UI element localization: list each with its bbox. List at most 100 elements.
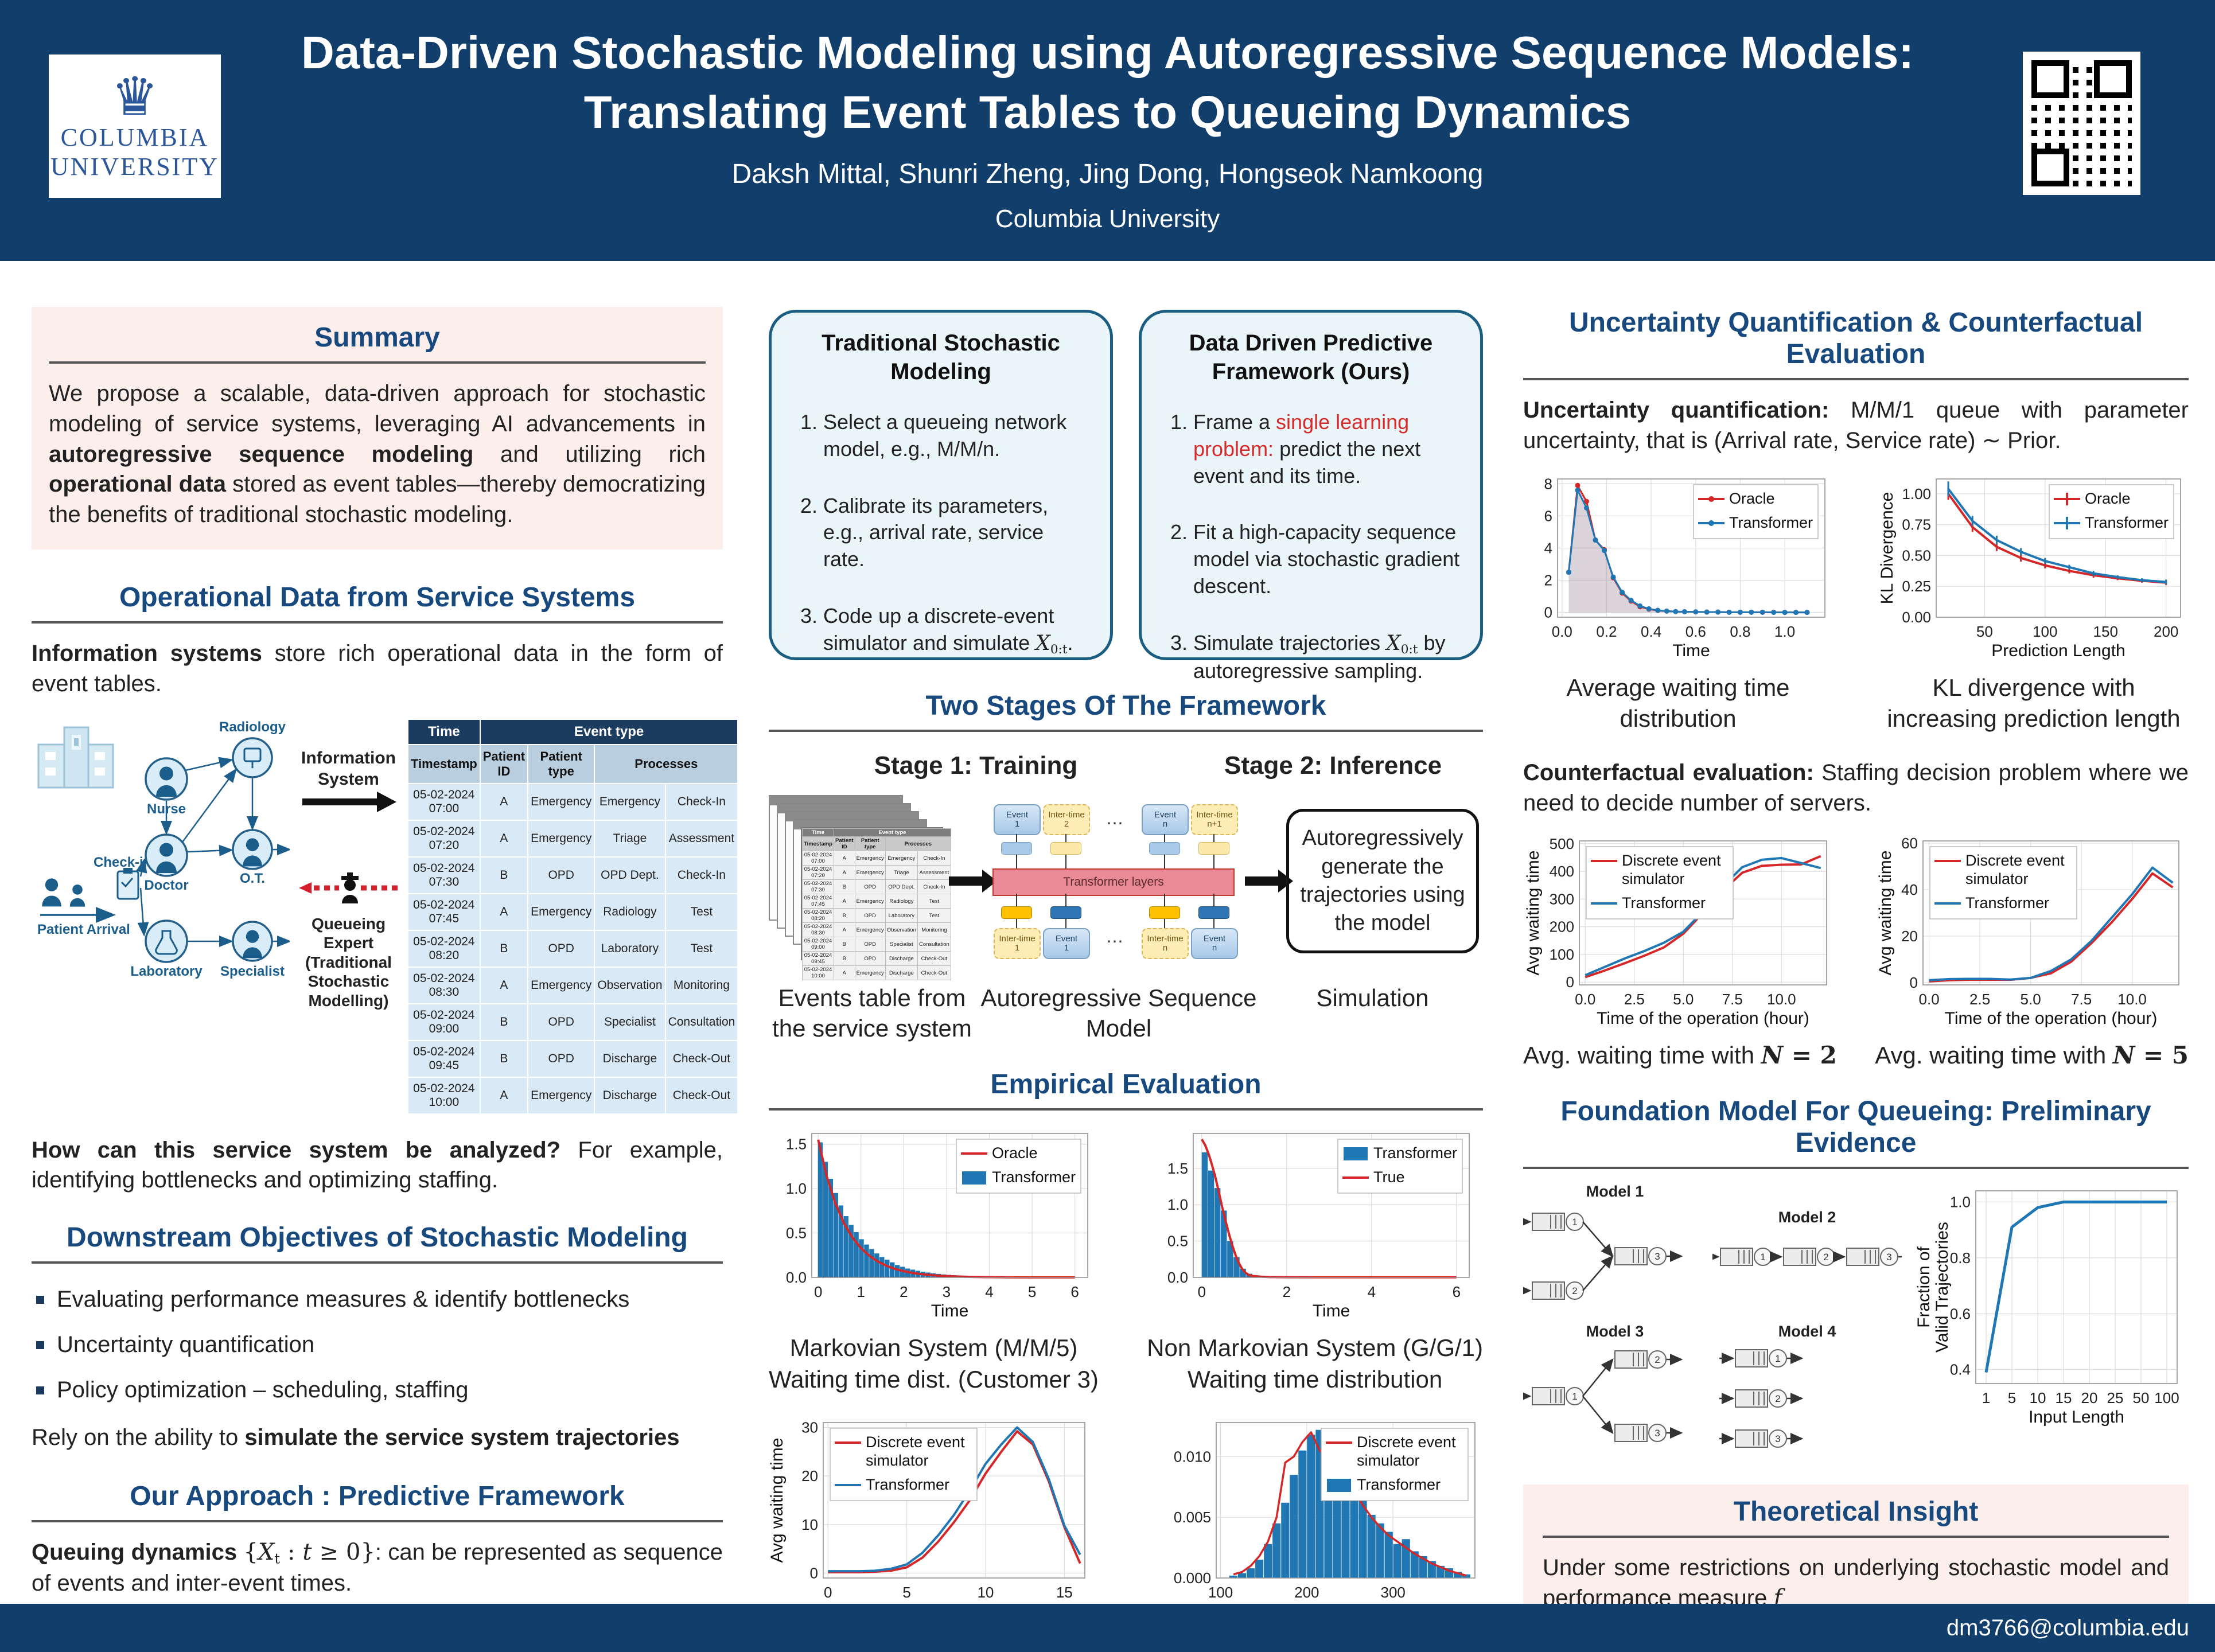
divider — [32, 621, 723, 624]
svg-text:1: 1 — [1775, 1353, 1780, 1364]
events-table-mini: Time Event type Timestamp Patient ID Patient… — [801, 827, 951, 980]
cf-text: Counterfactual evaluation: Staffing deci… — [1523, 759, 2189, 816]
queue-model-diagram: 1 2 3 — [1516, 1350, 1683, 1442]
list-item: Select a queueing network model, e.g., M… — [823, 409, 1091, 463]
svg-text:20: 20 — [801, 1467, 818, 1485]
svg-text:2.5: 2.5 — [1969, 991, 1990, 1008]
chart-uq-awt: 0 2 4 6 8 0.0 0.2 0.4 0.6 0.8 1.0 Time Oracle Transfo… — [1544, 475, 1825, 660]
event-table-grid: Time Event type Timestamp Patient ID Patient… — [407, 718, 739, 1115]
svg-text:10: 10 — [2030, 1389, 2046, 1406]
svg-text:0: 0 — [824, 1584, 832, 1601]
divider — [32, 1261, 723, 1264]
transformer-layers-bar: Transformer layers — [992, 868, 1235, 896]
model-block: Model 4 1 2 3 — [1712, 1323, 1902, 1465]
svg-text:6: 6 — [1544, 507, 1552, 524]
logo-text-1: COLUMBIA — [60, 123, 209, 152]
svg-text:50: 50 — [2133, 1389, 2150, 1406]
svg-text:0.75: 0.75 — [1902, 516, 1931, 533]
svg-text:Discrete event: Discrete event — [1622, 852, 1721, 869]
token-inter: Inter-time n+1 — [1191, 804, 1238, 835]
logo-text-2: UNIVERSITY — [50, 153, 219, 181]
line-series — [1929, 866, 2174, 982]
ot-node — [232, 828, 273, 870]
svg-text:20: 20 — [2081, 1389, 2098, 1406]
svg-text:1.0: 1.0 — [1774, 623, 1795, 640]
list-item: Frame a single learning problem: predict… — [1193, 409, 1461, 489]
table-row: 05-02-2024 08:30 A Emergency Observation Mon… — [407, 966, 739, 1004]
bars-series — [818, 1142, 972, 1277]
svg-text:2: 2 — [1544, 571, 1552, 589]
graduate-icon — [341, 872, 359, 903]
poster-title-line1: Data-Driven Stochastic Modeling using Au… — [301, 27, 1914, 78]
svg-text:0.5: 0.5 — [786, 1225, 807, 1242]
contact-email: dm3766@columbia.edu — [1946, 1615, 2189, 1641]
svg-text:0: 0 — [810, 1565, 818, 1582]
svg-text:0.005: 0.005 — [1174, 1509, 1211, 1526]
box2-list: Frame a single learning problem: predict… — [1161, 409, 1461, 685]
queueing-models: Model 1 1 2 3 Model 2 1 2 3 Model 3 1 2 3 Mode… — [1516, 1183, 1915, 1465]
hospital-flow-diagram: Patient Arrival Check-in Nurse — [37, 719, 290, 979]
svg-text:Input Length: Input Length — [2029, 1408, 2124, 1427]
model-block: Model 1 1 2 3 — [1516, 1183, 1707, 1319]
table-row: 05-02-2024 07:00 A Emergency Emergency Check… — [802, 851, 951, 866]
svg-text:200: 200 — [1550, 918, 1574, 936]
qr-code — [2023, 52, 2140, 195]
data-driven-box: Data Driven Predictive Framework (Ours) … — [1139, 310, 1483, 683]
svg-text:0.6: 0.6 — [1950, 1305, 1971, 1322]
divider — [1543, 1535, 2169, 1538]
theory-intro: Under some restrictions on underlying st… — [1543, 1554, 2169, 1611]
svg-text:Avg waiting time: Avg waiting time — [1525, 851, 1543, 976]
radiology-node — [232, 737, 273, 778]
svg-text:200: 200 — [2154, 623, 2178, 640]
table-row: 05-02-2024 07:30 B OPD OPD Dept. Check-In — [802, 879, 951, 894]
event-table-grid: Time Event type Timestamp Patient ID Patient… — [802, 828, 951, 980]
svg-text:0: 0 — [1909, 974, 1917, 991]
two-stages-title: Two Stages Of The Framework — [925, 691, 1326, 721]
caption-cf-n5: Avg. waiting time with N = 5 — [1875, 1041, 2189, 1070]
empirical-title: Empirical Evaluation — [990, 1069, 1262, 1100]
qr-pattern — [2031, 60, 2132, 186]
svg-text:8: 8 — [1544, 475, 1552, 492]
svg-text:20: 20 — [1901, 928, 1918, 945]
embedding-event — [1050, 906, 1081, 919]
foundation-figure: Model 1 1 2 3 Model 2 1 2 3 Model 3 1 2 3 Mode… — [1516, 1183, 2189, 1465]
embedding-inter — [1050, 842, 1081, 855]
bullet-item: Uncertainty quantification — [32, 1332, 723, 1358]
embedding-event — [1001, 842, 1032, 855]
token-event: Event n — [1142, 804, 1189, 835]
svg-text:6: 6 — [1452, 1283, 1460, 1300]
chart-nonstat: 0102030051015Time of the operation (hour… — [769, 1419, 1085, 1621]
svg-text:Time of the operation (hour): Time of the operation (hour) — [1597, 1009, 1810, 1028]
divider — [769, 730, 1483, 732]
legend: Oracle Transformer — [956, 1139, 1081, 1194]
svg-text:True: True — [1373, 1168, 1405, 1186]
svg-text:4: 4 — [1367, 1283, 1375, 1300]
svg-text:Discrete event: Discrete event — [1357, 1433, 1456, 1451]
operational-title: Operational Data from Service Systems — [119, 582, 636, 613]
svg-text:100: 100 — [1208, 1584, 1233, 1601]
queue-model-diagram: 1 2 3 — [1719, 1349, 1804, 1448]
svg-text:1.0: 1.0 — [786, 1180, 807, 1197]
rely-text: Rely on the ability to simulate the serv… — [32, 1425, 680, 1451]
qr-finder-icon — [2031, 60, 2069, 98]
svg-text:simulator: simulator — [1965, 870, 2029, 887]
transformer-diagram: Transformer layers Event 1 Inter-time 2 ⋯ Even… — [990, 803, 1238, 959]
table-row: 05-02-2024 07:20 A Emergency Triage Assessme… — [802, 865, 951, 880]
svg-text:Transformer: Transformer — [2085, 514, 2169, 531]
svg-text:1.0: 1.0 — [1950, 1193, 1971, 1210]
svg-text:0.6: 0.6 — [1685, 623, 1706, 640]
left-column: Summary We propose a scalable, data-driv… — [32, 261, 739, 1652]
figure-uq-kl: 0.00 0.25 0.50 0.75 1.00 50 100 150 200 Predictio… — [1879, 471, 2189, 735]
label-patient-arrival: Patient Arrival — [37, 922, 130, 937]
embedding-event — [1149, 842, 1180, 855]
svg-text:150: 150 — [2093, 623, 2118, 640]
svg-text:0: 0 — [1566, 974, 1574, 991]
label-expert-sub2: Modelling) — [308, 991, 389, 1010]
svg-text:0.0: 0.0 — [786, 1269, 807, 1286]
svg-text:2: 2 — [1655, 1354, 1660, 1365]
